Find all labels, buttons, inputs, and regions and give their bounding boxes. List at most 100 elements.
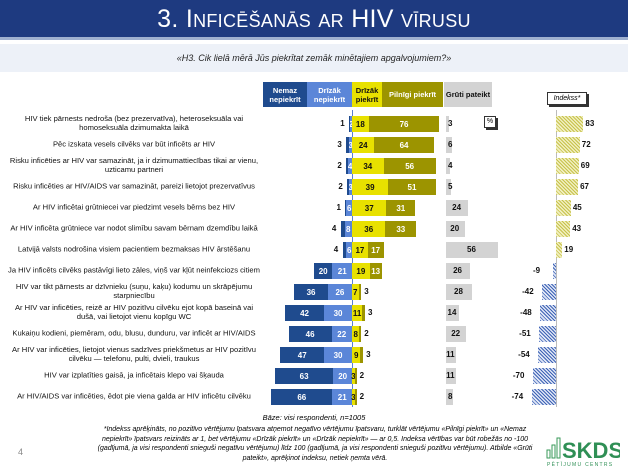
- bar-pilnigi-piekrit: 33: [385, 221, 417, 237]
- bar-index: [542, 284, 556, 300]
- value-index: 45: [572, 203, 582, 212]
- row-label: Ar HIV inficētai grūtniecei var piedzimt…: [32, 202, 236, 212]
- bar-nemaz-nepiekrit: 42: [285, 305, 325, 321]
- bar-gruti-pateikt: [446, 179, 451, 195]
- percent-unit-badge: %: [484, 116, 496, 128]
- bar-drizak-piekrit: 11: [352, 305, 363, 321]
- bar-drizak-nepiekrit: 3: [348, 179, 353, 195]
- bar-drizak-piekrit: 7: [352, 284, 359, 300]
- value-index: -54: [518, 350, 530, 359]
- bar-index: [531, 389, 556, 405]
- value-gruti-pateikt: 4: [448, 161, 453, 170]
- value-pilnigi-piekrit: 2: [359, 392, 365, 401]
- bar-gruti-pateikt: [446, 263, 471, 279]
- bar-drizak-nepiekrit: 20: [333, 368, 352, 384]
- row-label: HIV var izplatīties gaisā, ja inficētais…: [44, 370, 224, 380]
- bar-gruti-pateikt: [446, 158, 450, 174]
- value-index: -51: [519, 329, 531, 338]
- value-index: -70: [512, 371, 525, 380]
- bar-drizak-nepiekrit: 3: [348, 137, 353, 153]
- value-gruti-pateikt: 6: [448, 140, 453, 149]
- bar-drizak-nepiekrit: 26: [327, 284, 352, 300]
- bar-drizak-piekrit: 17: [352, 242, 368, 258]
- value-index: 72: [581, 140, 591, 149]
- value-nemaz-nepiekrit: 4: [331, 224, 337, 233]
- value-gruti-pateikt: 3: [448, 119, 453, 128]
- bar-pilnigi-piekrit: 64: [374, 137, 434, 153]
- value-index: -42: [522, 287, 534, 296]
- value-gruti-pateikt: 8: [448, 392, 453, 401]
- bar-drizak-nepiekrit: 6: [346, 200, 352, 216]
- row-label: HIV tiek pārnests nedroša (bez prezervat…: [24, 114, 244, 132]
- svg-text:PĒTĪJUMU CENTRS: PĒTĪJUMU CENTRS: [547, 461, 613, 468]
- bar-pilnigi-piekrit: 17: [367, 242, 384, 258]
- bar-pilnigi-piekrit: 31: [386, 200, 416, 216]
- value-pilnigi-piekrit: 2: [359, 371, 365, 380]
- bar-drizak-piekrit: 19: [352, 263, 370, 279]
- value-index: -9: [533, 266, 541, 275]
- bar-index: [556, 221, 571, 237]
- index-legend: Indekss*: [547, 92, 587, 105]
- bar-drizak-piekrit: 8: [352, 326, 360, 342]
- bar-pilnigi-piekrit: 13: [369, 263, 382, 279]
- bar-index: [556, 158, 579, 174]
- bar-index: [556, 242, 563, 258]
- value-gruti-pateikt: 28: [454, 287, 463, 296]
- value-gruti-pateikt: 56: [467, 245, 476, 254]
- value-gruti-pateikt: 11: [446, 371, 455, 380]
- page-number: 4: [18, 447, 24, 457]
- value-index: 67: [580, 182, 590, 191]
- bar-nemaz-nepiekrit: [342, 242, 347, 258]
- bar-gruti-pateikt: [446, 200, 469, 216]
- bar-pilnigi-piekrit: 76: [368, 116, 440, 132]
- legend-drizak-piekrit: Drīzāk piekrīt: [352, 82, 382, 107]
- bar-index: [553, 263, 556, 279]
- bar-drizak-nepiekrit: 21: [332, 389, 352, 405]
- bar-pilnigi-piekrit: [359, 326, 362, 342]
- row-label: Ar HIV var inficēties, lietojot vienus s…: [12, 345, 256, 363]
- legend-drizak-nepiekrit: Drīzāk nepiekrīt: [307, 82, 352, 107]
- bar-nemaz-nepiekrit: 36: [294, 284, 328, 300]
- value-nemaz-nepiekrit: 3: [337, 140, 342, 149]
- bar-nemaz-nepiekrit: 20: [313, 263, 333, 279]
- row-label: Latvijā valsts nodrošina visiem pacienti…: [17, 244, 251, 254]
- bar-index: [556, 179, 579, 195]
- bar-gruti-pateikt: [446, 242, 499, 258]
- bar-drizak-piekrit: 18: [352, 116, 369, 132]
- value-index: 83: [585, 119, 595, 128]
- bar-drizak-piekrit: 3: [351, 368, 356, 384]
- row-label: Ja HIV inficēts cilvēks pastāvīgi lieto …: [8, 265, 260, 275]
- survey-question: «H3. Cik lielā mērā Jūs piekrītat zemāk …: [0, 44, 628, 72]
- bar-pilnigi-piekrit: 56: [383, 158, 436, 174]
- bar-gruti-pateikt: [446, 347, 457, 363]
- bar-nemaz-nepiekrit: [347, 179, 350, 195]
- bar-gruti-pateikt: [446, 305, 460, 321]
- bar-nemaz-nepiekrit: [340, 221, 345, 237]
- value-pilnigi-piekrit: 3: [364, 287, 369, 296]
- bar-drizak-nepiekrit: 2: [349, 116, 353, 132]
- bar-drizak-piekrit: 9: [352, 347, 361, 363]
- bar-drizak-nepiekrit: 22: [331, 326, 352, 342]
- bar-drizak-piekrit: 34: [352, 158, 384, 174]
- value-gruti-pateikt: 22: [451, 329, 461, 338]
- skds-logo: SKDS PĒTĪJUMU CENTRS: [545, 430, 623, 468]
- bar-nemaz-nepiekrit: 63: [274, 368, 334, 384]
- bar-index: [556, 137, 580, 153]
- value-index: 19: [564, 245, 574, 254]
- bar-gruti-pateikt: [446, 284, 473, 300]
- value-nemaz-nepiekrit: 1: [336, 203, 341, 212]
- bar-drizak-piekrit: 39: [352, 179, 389, 195]
- bar-drizak-piekrit: 37: [352, 200, 387, 216]
- value-gruti-pateikt: 20: [450, 224, 460, 233]
- bar-pilnigi-piekrit: [360, 347, 364, 363]
- bar-drizak-piekrit: 36: [352, 221, 386, 237]
- page-title: 3. Inficēšanās ar HIV vīrusu: [0, 0, 628, 40]
- row-label: Kukaiņu kodieni, piemēram, odu, blusu, d…: [12, 328, 256, 338]
- row-label: Ar HIV var inficēties, reizē ar HIV pozi…: [14, 303, 254, 321]
- bar-nemaz-nepiekrit: [346, 137, 350, 153]
- bar-index: [538, 347, 556, 363]
- bar-drizak-nepiekrit: 6: [346, 242, 352, 258]
- bar-pilnigi-piekrit: [358, 284, 362, 300]
- bar-drizak-nepiekrit: 30: [324, 305, 352, 321]
- value-nemaz-nepiekrit: 2: [337, 161, 342, 170]
